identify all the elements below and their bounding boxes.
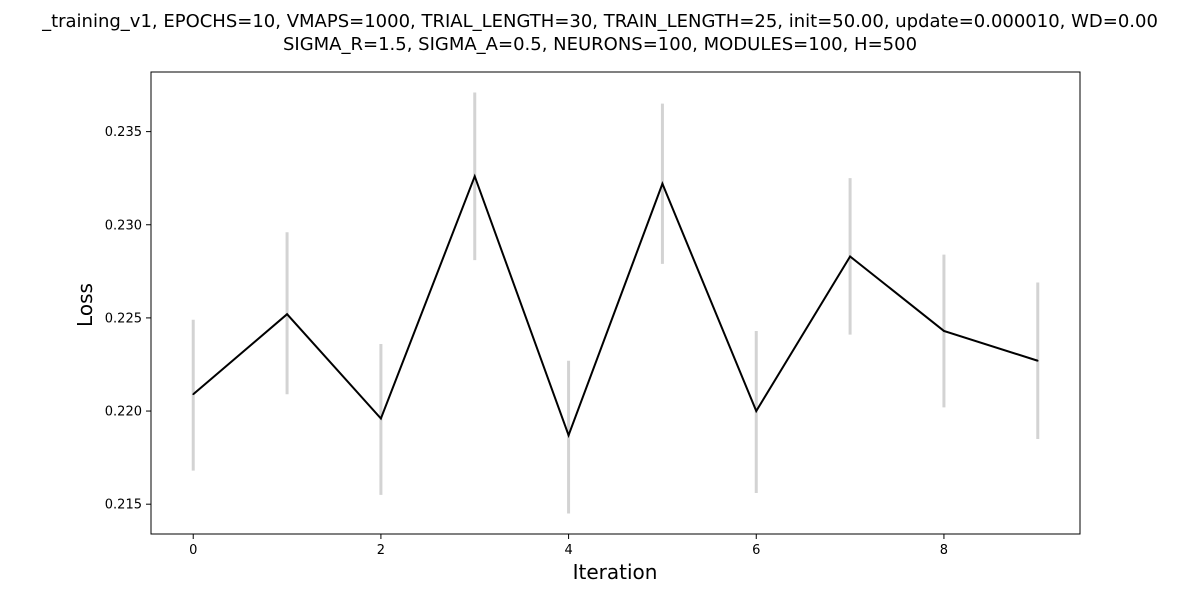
data-point — [286, 313, 288, 315]
x-tick-label: 6 — [752, 543, 760, 558]
y-axis-label: Loss — [73, 283, 97, 327]
y-tick-label: 0.215 — [105, 498, 142, 513]
x-axis-label: Iteration — [573, 560, 658, 584]
y-tick-label: 0.220 — [105, 405, 142, 420]
data-point — [661, 182, 664, 185]
data-point — [849, 255, 851, 258]
y-tick-label: 0.235 — [105, 125, 142, 140]
data-point — [192, 393, 195, 396]
data-point — [567, 434, 570, 437]
loss-line — [192, 173, 1039, 439]
x-tick-label: 0 — [189, 543, 197, 558]
y-tick-label: 0.230 — [105, 218, 142, 233]
plot-frame — [150, 71, 1081, 535]
y-tick-label: 0.225 — [105, 311, 142, 326]
x-tick-label: 8 — [940, 543, 948, 558]
x-tick-label: 4 — [564, 543, 572, 558]
chart-title-line-1: _training_v1, EPOCHS=10, VMAPS=1000, TRI… — [41, 11, 1158, 32]
data-point — [943, 330, 945, 332]
chart-title-line-2: SIGMA_R=1.5, SIGMA_A=0.5, NEURONS=100, M… — [283, 34, 917, 55]
data-point — [380, 417, 382, 420]
data-point — [473, 175, 476, 178]
plot-area: 0 2 4 6 8 0.215 0.220 0.225 0.230 0.235 — [105, 92, 1040, 558]
x-tick-label: 2 — [377, 543, 385, 558]
data-point — [755, 410, 758, 412]
data-point — [1036, 359, 1039, 362]
